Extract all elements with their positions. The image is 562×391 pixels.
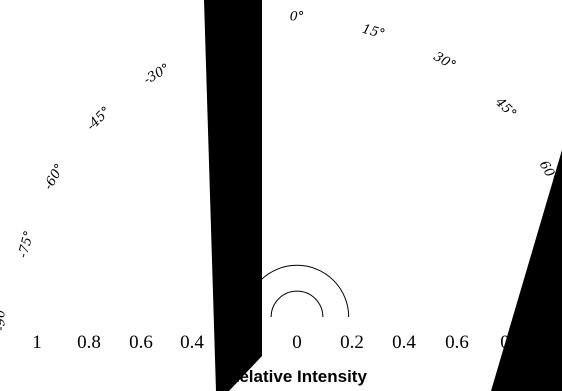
angle-tick-label: 45°	[491, 94, 519, 122]
angle-tick-label: 15°	[360, 22, 386, 42]
occluding-bar	[204, 0, 262, 391]
angle-tick-label: -60°	[41, 161, 68, 192]
angle-tick-label: -30°	[141, 61, 172, 88]
angle-tick-label: 30°	[431, 49, 458, 74]
radial-tick-label: 0	[500, 332, 510, 353]
radial-tick-label: 0.2	[340, 332, 364, 353]
radial-tick-label: 0.8	[77, 332, 101, 353]
angular-tick-labels: -90°-75°-60°-45°-30°0°15°30°45°60°	[0, 10, 560, 331]
angle-tick-label: -75°	[16, 229, 38, 259]
angle-tick-label: -45°	[84, 104, 114, 134]
occluding-black-bars	[204, 0, 562, 391]
radial-tick-label: 0.6	[445, 332, 469, 353]
radial-tick-label: 0.4	[392, 332, 416, 353]
radial-tick-label: 0.6	[129, 332, 153, 353]
radial-tick-label: 0.4	[180, 332, 204, 353]
occluding-bar	[491, 150, 562, 391]
radial-tick-label: 1	[32, 332, 42, 353]
angle-tick-label: -90°	[0, 303, 9, 330]
radial-tick-label: 0	[292, 332, 302, 353]
radial-arc	[270, 290, 324, 318]
x-axis-title: Relative Intensity	[227, 367, 367, 386]
angle-tick-label: 0°	[290, 10, 305, 25]
radial-tick-labels: 1 0.8 0.6 0.4 0 0.2 0.4 0.6 0	[32, 332, 510, 353]
